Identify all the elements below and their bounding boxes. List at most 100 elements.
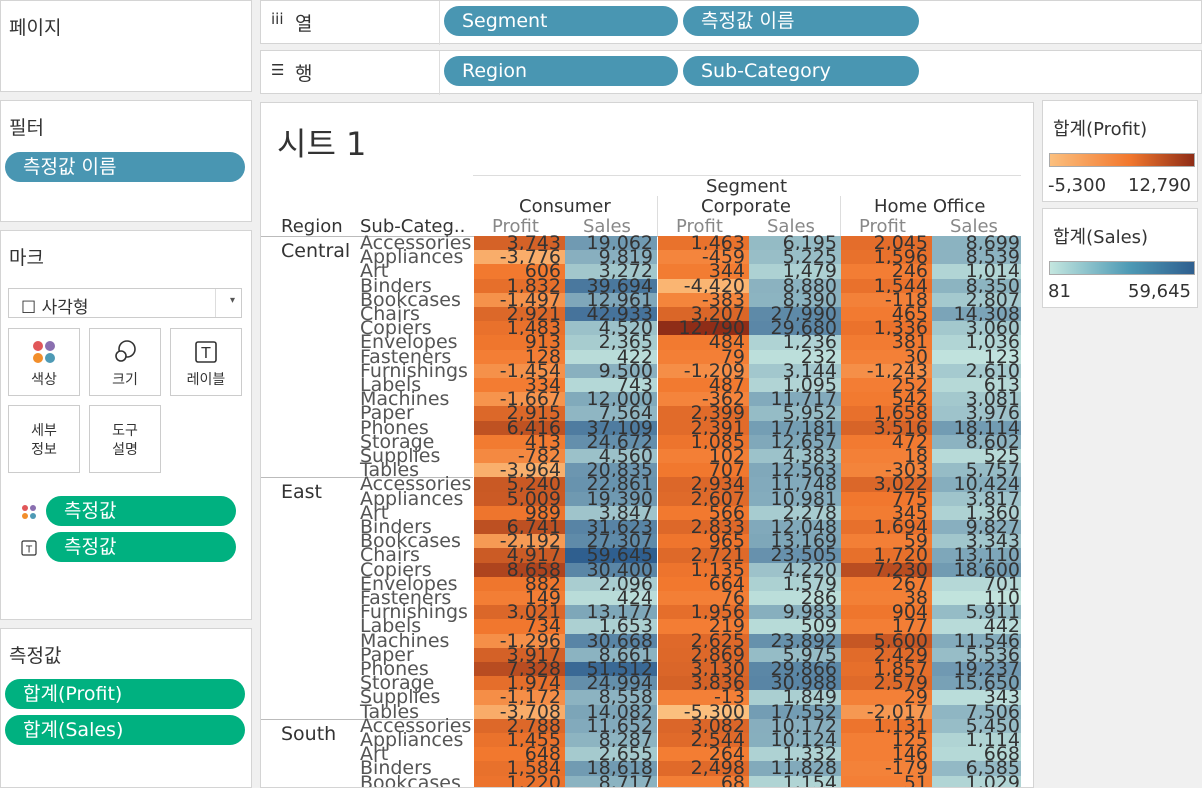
sales-cell: 22,861 [565, 475, 657, 494]
label-button[interactable]: T 레이블 [170, 328, 242, 396]
filter-pill-measure-names[interactable]: 측정값 이름 [5, 152, 245, 182]
profit-cell: 252 [841, 376, 932, 394]
profit-cell: 2,391 [658, 418, 749, 437]
profit-cell: 125 [841, 731, 932, 749]
profit-cell: 1,135 [658, 560, 749, 579]
tooltip-button[interactable]: 도구 설명 [89, 405, 161, 473]
subcategory-label: Copiers [360, 317, 432, 340]
sales-cell: 8,699 [932, 234, 1021, 252]
profit-cell: 3,021 [474, 603, 565, 622]
subcategory-label: Art [360, 743, 389, 766]
profit-cell: 2,921 [474, 305, 565, 323]
column-pill-segment[interactable]: Segment [444, 6, 678, 36]
sales-cell: 1,360 [932, 503, 1021, 522]
mark-type-divider [215, 289, 216, 317]
profit-cell: 59 [841, 532, 932, 551]
sales-cell: 1,653 [565, 617, 657, 636]
subcategory-label: Bookcases [360, 530, 461, 553]
label-encoding-pill[interactable]: 측정값 [46, 532, 236, 562]
profit-cell: 79 [658, 347, 749, 366]
sales-cell: 8,350 [932, 276, 1021, 295]
profit-cell: -3,964 [474, 461, 565, 480]
profit-cell: 3,207 [658, 305, 749, 323]
subcategory-label: Copiers [360, 558, 432, 581]
sales-cell: 286 [749, 589, 841, 607]
sales-cell: 14,308 [932, 305, 1021, 323]
row-pill-subcategory[interactable]: Sub-Category [683, 56, 919, 86]
profit-cell: 904 [841, 603, 932, 622]
sales-cell: 1,479 [749, 262, 841, 281]
sales-cell: 1,036 [932, 333, 1021, 352]
profit-cell: 1,857 [841, 660, 932, 678]
detail-button[interactable]: 세부 정보 [8, 405, 80, 473]
tooltip-label: 도구 설명 [112, 423, 138, 458]
profit-cell: -383 [658, 290, 749, 309]
subcategory-label: Binders [360, 757, 432, 780]
crosstab: Segment Consumer Profit Sales Corporate Profi… [261, 103, 1021, 787]
sales-cell: 8,390 [749, 290, 841, 309]
header-rule [473, 175, 1021, 176]
sales-cell: 1,236 [749, 333, 841, 352]
sales-cell: 4,560 [565, 447, 657, 465]
subcategory-label: Chairs [360, 303, 420, 325]
sales-cell: 1,029 [932, 773, 1021, 787]
profit-cell: 7,328 [474, 660, 565, 678]
sales-cell: 19,237 [932, 660, 1021, 678]
profit-cell: 1,455 [474, 731, 565, 749]
subcategory-label: Furnishings [360, 359, 468, 382]
sales-cell: 8,287 [565, 731, 657, 749]
sales-cell: 701 [932, 574, 1021, 593]
subcategory-label: Machines [360, 388, 450, 411]
column-pill-measure-names[interactable]: 측정값 이름 [683, 6, 919, 36]
sales-cell: 27,307 [565, 532, 657, 551]
sales-cell: 10,172 [749, 716, 841, 735]
profit-cell: 2,833 [658, 518, 749, 536]
sheet-view: 시트 1 Segment Consumer Profit Sales Corporate… [260, 102, 1034, 788]
color-encoding-pill[interactable]: 측정값 [46, 496, 236, 526]
subcategory-label: Appliances [360, 246, 464, 269]
profit-cell: -1,667 [474, 390, 565, 409]
sales-cell: 11,748 [749, 475, 841, 494]
sales-cell: 5,757 [932, 461, 1021, 480]
profit-cell: -5,300 [658, 702, 749, 721]
subcategory-label: Bookcases [360, 288, 461, 311]
sales-cell: 613 [932, 376, 1021, 394]
color-button[interactable]: 색상 [8, 328, 80, 396]
sales-cell: 12,961 [565, 290, 657, 309]
profit-cell: -3,708 [474, 702, 565, 721]
segment-name-corporate: Corporate [701, 196, 791, 217]
sales-cell: 29,680 [749, 319, 841, 338]
label-label: 레이블 [186, 372, 226, 388]
subcategory-label: Furnishings [360, 601, 468, 624]
profit-cell: 76 [658, 589, 749, 607]
subcategory-label: Binders [360, 274, 432, 297]
profit-cell: 2,721 [658, 546, 749, 565]
measure-header-profit: Profit [676, 216, 723, 237]
profit-cell: 2,399 [658, 404, 749, 423]
measure-pill-sales[interactable]: 합계(Sales) [5, 715, 245, 745]
region-south: South [281, 722, 337, 745]
profit-cell: 1,463 [658, 234, 749, 252]
sales-cell: 343 [932, 688, 1021, 707]
profit-cell: 3,917 [474, 645, 565, 664]
row-pill-region[interactable]: Region [444, 56, 678, 86]
measures-title: 측정값 [9, 645, 62, 667]
rows-icon: ☰ [271, 61, 285, 79]
sales-cell: 10,981 [749, 489, 841, 508]
sales-cell: 17,552 [749, 702, 841, 721]
sales-cell: 509 [749, 617, 841, 636]
columns-label: 열 [295, 13, 313, 35]
sales-cell: 8,539 [932, 248, 1021, 267]
color-label: 색상 [31, 372, 57, 388]
sales-cell: 30,988 [749, 674, 841, 693]
measure-pill-profit[interactable]: 합계(Profit) [5, 679, 245, 709]
subcategory-label: Paper [360, 402, 414, 425]
profit-cell: 648 [474, 745, 565, 764]
sales-cell: 5,225 [749, 248, 841, 267]
size-button[interactable]: 크기 [89, 328, 161, 396]
mark-type-dropdown[interactable]: ☐ 사각형 ▾ [8, 288, 242, 318]
profit-cell: -1,209 [658, 361, 749, 380]
segment-name-consumer: Consumer [519, 196, 611, 217]
sales-cell: 23,505 [749, 546, 841, 565]
profit-cell: 1,658 [841, 404, 932, 423]
